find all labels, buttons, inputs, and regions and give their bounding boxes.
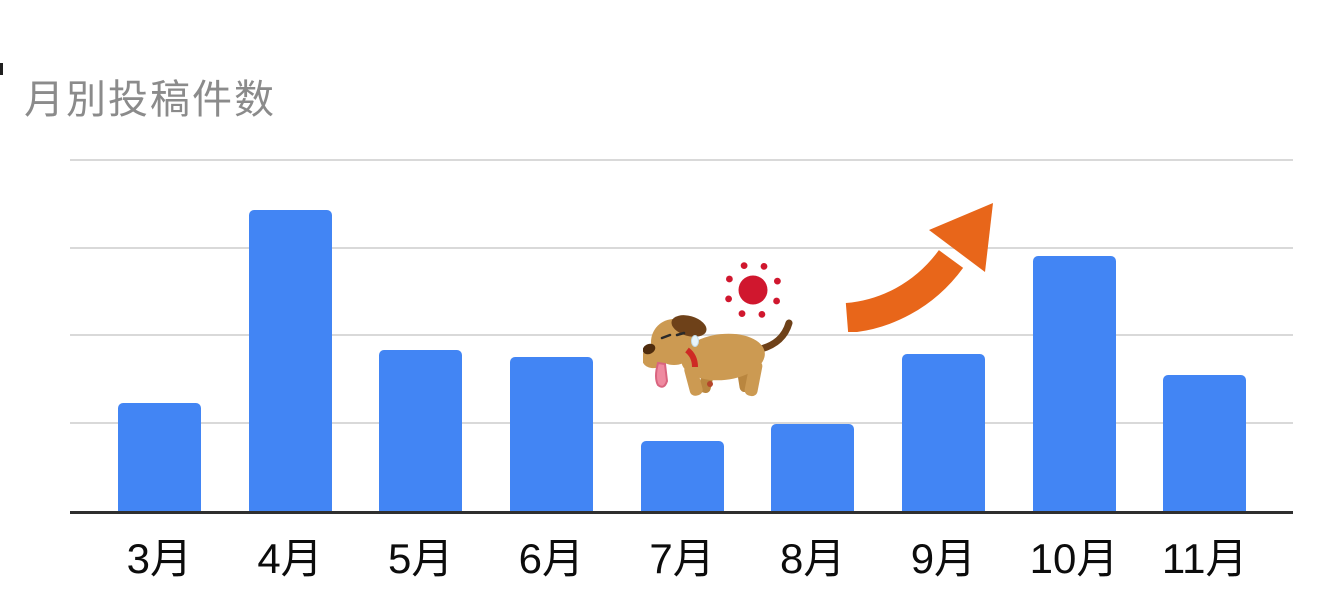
screen-edge-artifact [0,63,3,75]
bar [379,350,463,511]
tired-dog-illustration [643,315,793,397]
x-axis-label: 3月 [126,534,193,582]
bar [901,353,985,511]
bar [117,402,201,511]
bar-slot [1139,161,1270,511]
bar-slot [225,161,356,511]
x-axis-label: 10月 [1029,534,1119,582]
bar-slot [355,161,486,511]
x-axis-label: 4月 [257,534,323,582]
x-axis-label: 7月 [649,534,715,582]
x-axis-label: 11月 [1161,534,1248,582]
bar [640,441,724,511]
bar [1032,255,1116,511]
bar [771,423,855,511]
plot-area [70,159,1293,514]
bar-slot [1009,161,1140,511]
rising-arrow-icon [845,203,993,332]
sun-icon [725,262,781,318]
bars-container [94,161,1270,511]
gridline [70,246,1293,249]
x-axis-label: 9月 [910,534,977,582]
bar-slot [747,161,878,511]
bar-slot [486,161,617,511]
bar-slot [878,161,1009,511]
bar-slot [617,161,748,511]
gridline [70,159,1293,161]
bar-slot [94,161,225,511]
x-axis-label: 8月 [780,534,846,582]
bar [248,210,332,511]
x-axis-label: 5月 [388,534,454,582]
x-axis-labels: 3月 4月 5月 6月 7月 8月 9月 10月 11月 [94,526,1270,584]
x-axis-label: 6月 [518,534,585,582]
chart-title: 月別投稿件数 [24,78,276,122]
bar [1163,374,1247,511]
bar [509,357,593,511]
gridline [70,421,1293,424]
